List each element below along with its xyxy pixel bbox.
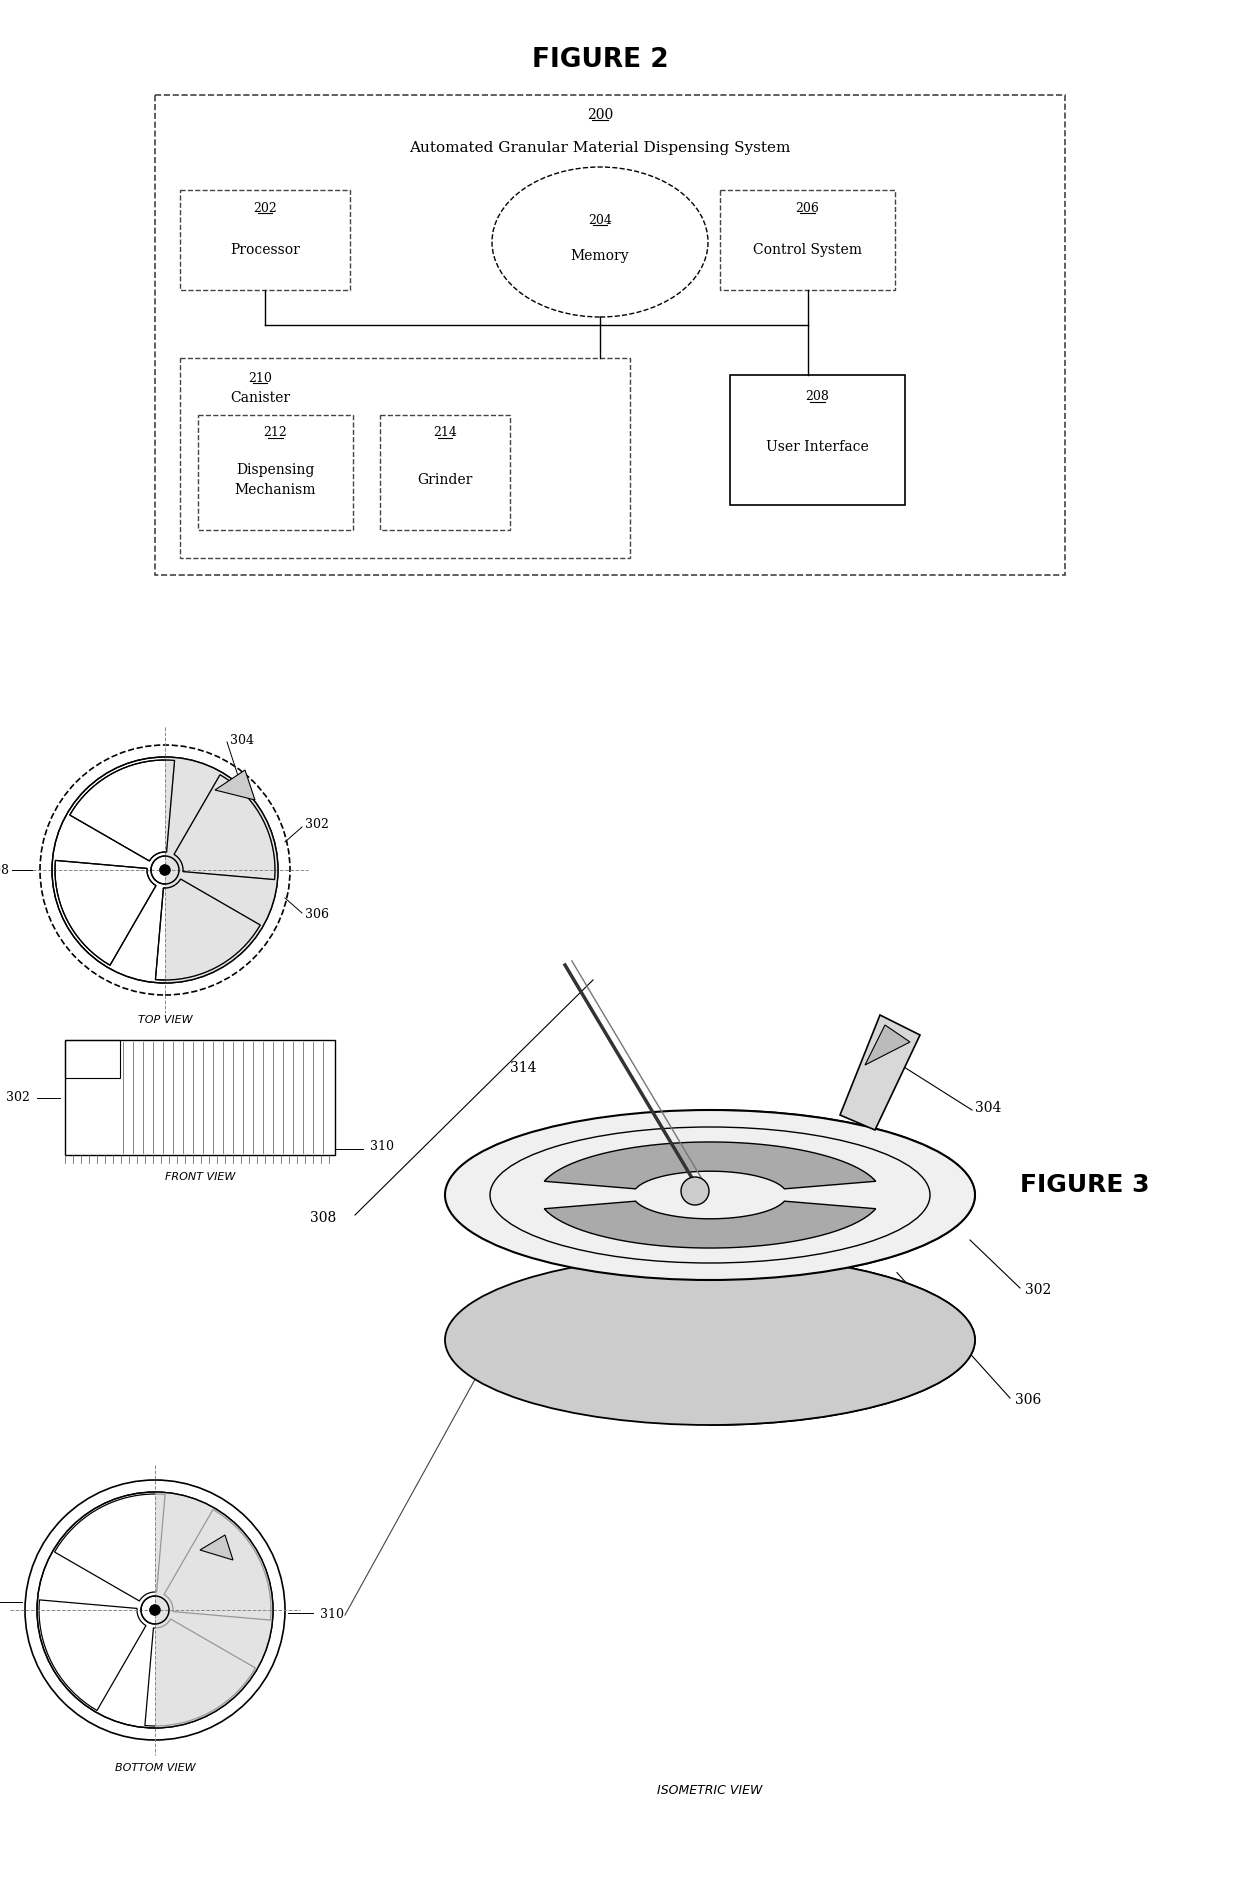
Ellipse shape [445, 1255, 975, 1425]
Text: 202: 202 [253, 201, 277, 214]
Polygon shape [200, 1535, 233, 1560]
Text: Automated Granular Material Dispensing System: Automated Granular Material Dispensing S… [409, 140, 791, 155]
Text: BOTTOM VIEW: BOTTOM VIEW [114, 1762, 196, 1774]
Text: 204: 204 [588, 214, 611, 227]
Circle shape [150, 1605, 160, 1615]
Text: 308: 308 [0, 863, 9, 876]
Polygon shape [165, 757, 278, 982]
Text: Grinder: Grinder [418, 473, 472, 487]
Text: 302: 302 [1025, 1283, 1052, 1297]
Text: 308: 308 [310, 1212, 336, 1225]
Text: 306: 306 [305, 909, 329, 922]
Text: 206: 206 [796, 201, 820, 214]
Text: Control System: Control System [753, 242, 862, 257]
Circle shape [150, 1605, 160, 1615]
Text: Processor: Processor [231, 242, 300, 257]
Polygon shape [544, 1141, 875, 1189]
Text: Memory: Memory [570, 250, 630, 263]
Circle shape [681, 1177, 709, 1206]
Circle shape [160, 865, 170, 875]
Text: 210: 210 [248, 371, 272, 384]
Text: 310: 310 [370, 1140, 394, 1153]
Text: 304: 304 [975, 1102, 1002, 1115]
Polygon shape [839, 1015, 920, 1130]
Text: FRONT VIEW: FRONT VIEW [165, 1172, 236, 1181]
Text: 302: 302 [6, 1090, 30, 1104]
Text: 310: 310 [320, 1609, 343, 1622]
Ellipse shape [445, 1109, 975, 1280]
Text: ISOMETRIC VIEW: ISOMETRIC VIEW [657, 1783, 763, 1796]
Polygon shape [155, 1492, 273, 1728]
Polygon shape [544, 1202, 875, 1247]
Circle shape [160, 865, 170, 875]
Text: 304: 304 [229, 733, 254, 746]
Text: 208: 208 [806, 390, 830, 403]
Text: 200: 200 [587, 108, 613, 121]
Text: 212: 212 [264, 426, 288, 439]
Text: 214: 214 [433, 426, 456, 439]
Polygon shape [215, 770, 255, 801]
Polygon shape [711, 1109, 975, 1425]
Text: 314: 314 [510, 1060, 537, 1075]
Text: FIGURE 2: FIGURE 2 [532, 47, 668, 74]
Text: Dispensing
Mechanism: Dispensing Mechanism [234, 462, 316, 498]
Text: FIGURE 3: FIGURE 3 [1021, 1174, 1149, 1196]
Text: TOP VIEW: TOP VIEW [138, 1015, 192, 1024]
Text: Canister: Canister [229, 392, 290, 405]
Text: 302: 302 [305, 818, 329, 831]
Text: User Interface: User Interface [766, 439, 869, 454]
Polygon shape [866, 1024, 910, 1066]
Text: 306: 306 [1016, 1393, 1042, 1406]
